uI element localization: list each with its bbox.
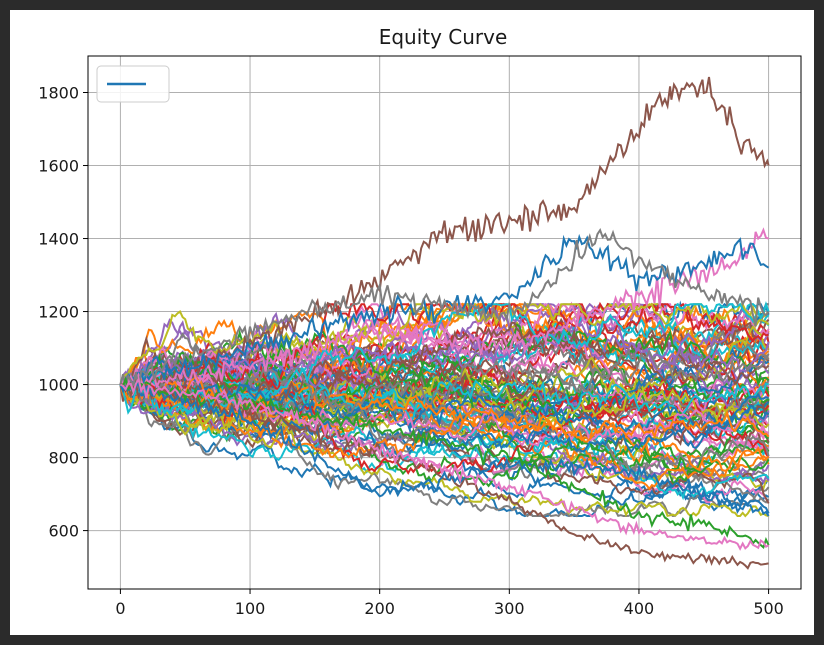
- x-tick-label: 300: [494, 599, 525, 618]
- equity-series-line: [119, 375, 770, 550]
- x-tick-label: 100: [235, 599, 266, 618]
- y-tick-label: 600: [48, 522, 79, 541]
- x-tick-label: 0: [115, 599, 125, 618]
- axes-frame: [87, 55, 802, 590]
- equity-series-line: [120, 76, 770, 393]
- tick-labels: 0 100 200 300 400 500 600 800 1000 1200 1400 1600 18…: [38, 84, 784, 618]
- equity-series-line: [120, 302, 770, 386]
- y-tick-label: 1800: [38, 84, 79, 103]
- chart-title: Equity Curve: [379, 25, 508, 49]
- y-tick-label: 1000: [38, 376, 79, 395]
- equity-series-line: [119, 325, 770, 387]
- legend: [96, 65, 170, 103]
- equity-series-line: [120, 383, 769, 570]
- equity-series-line: [119, 323, 770, 396]
- y-tick-label: 1600: [38, 157, 79, 176]
- equity-series-line: [120, 374, 770, 459]
- y-tick-label: 1400: [38, 230, 79, 249]
- x-tick-label: 400: [624, 599, 655, 618]
- equity-series-line: [119, 302, 770, 393]
- equity-series-line: [119, 301, 770, 397]
- series-lines: [119, 76, 770, 570]
- equity-series-line: [119, 228, 770, 389]
- y-tick-label: 800: [48, 449, 79, 468]
- equity-series-line: [119, 383, 770, 466]
- equity-series-line: [119, 370, 769, 424]
- equity-series-line: [119, 343, 770, 447]
- x-tick-label: 200: [364, 599, 395, 618]
- equity-series-line: [119, 376, 770, 551]
- equity-series-line: [119, 325, 769, 433]
- x-tick-label: 500: [753, 599, 784, 618]
- equity-series-line: [119, 227, 769, 390]
- chart-figure: 0 100 200 300 400 500 600 800 1000 1200 1400 1600 18…: [10, 10, 814, 635]
- equity-curve-chart: 0 100 200 300 400 500 600 800 1000 1200 1400 1600 18…: [38, 25, 802, 618]
- equity-series-line: [119, 377, 769, 518]
- y-tick-label: 1200: [38, 303, 79, 322]
- equity-series-line: [119, 380, 770, 517]
- equity-series-line: [119, 381, 770, 485]
